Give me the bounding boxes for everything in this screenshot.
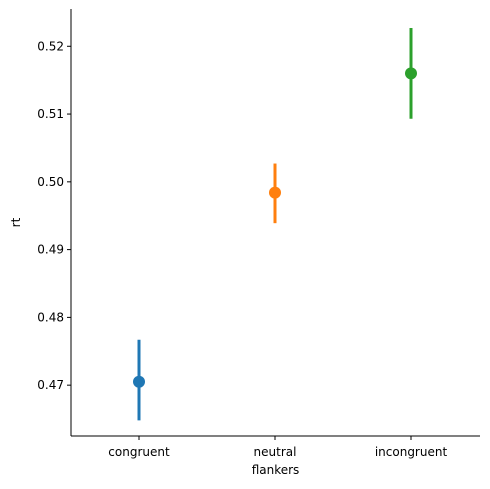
point-marker-neutral xyxy=(269,186,281,199)
y-tick-label: 0.51 xyxy=(37,107,64,121)
point-group-incongruent xyxy=(405,27,417,119)
x-axis-ticks: congruent neutral incongruent xyxy=(108,436,447,459)
plot-area xyxy=(133,27,417,421)
point-marker-incongruent xyxy=(405,67,417,80)
y-axis-label: rt xyxy=(9,217,23,227)
x-tick-label: neutral xyxy=(254,445,297,459)
y-tick-label: 0.50 xyxy=(37,175,64,189)
point-group-congruent xyxy=(133,339,145,421)
point-marker-congruent xyxy=(133,375,145,388)
point-group-neutral xyxy=(269,163,281,224)
y-axis-ticks: 0.47 0.48 0.49 0.50 0.51 0.52 xyxy=(37,39,71,392)
y-tick-label: 0.47 xyxy=(37,378,64,392)
x-tick-label: congruent xyxy=(108,445,170,459)
x-tick-label: incongruent xyxy=(375,445,448,459)
y-tick-label: 0.48 xyxy=(37,310,64,324)
x-axis-label: flankers xyxy=(252,463,300,477)
y-tick-label: 0.52 xyxy=(37,39,64,53)
y-tick-label: 0.49 xyxy=(37,243,64,257)
